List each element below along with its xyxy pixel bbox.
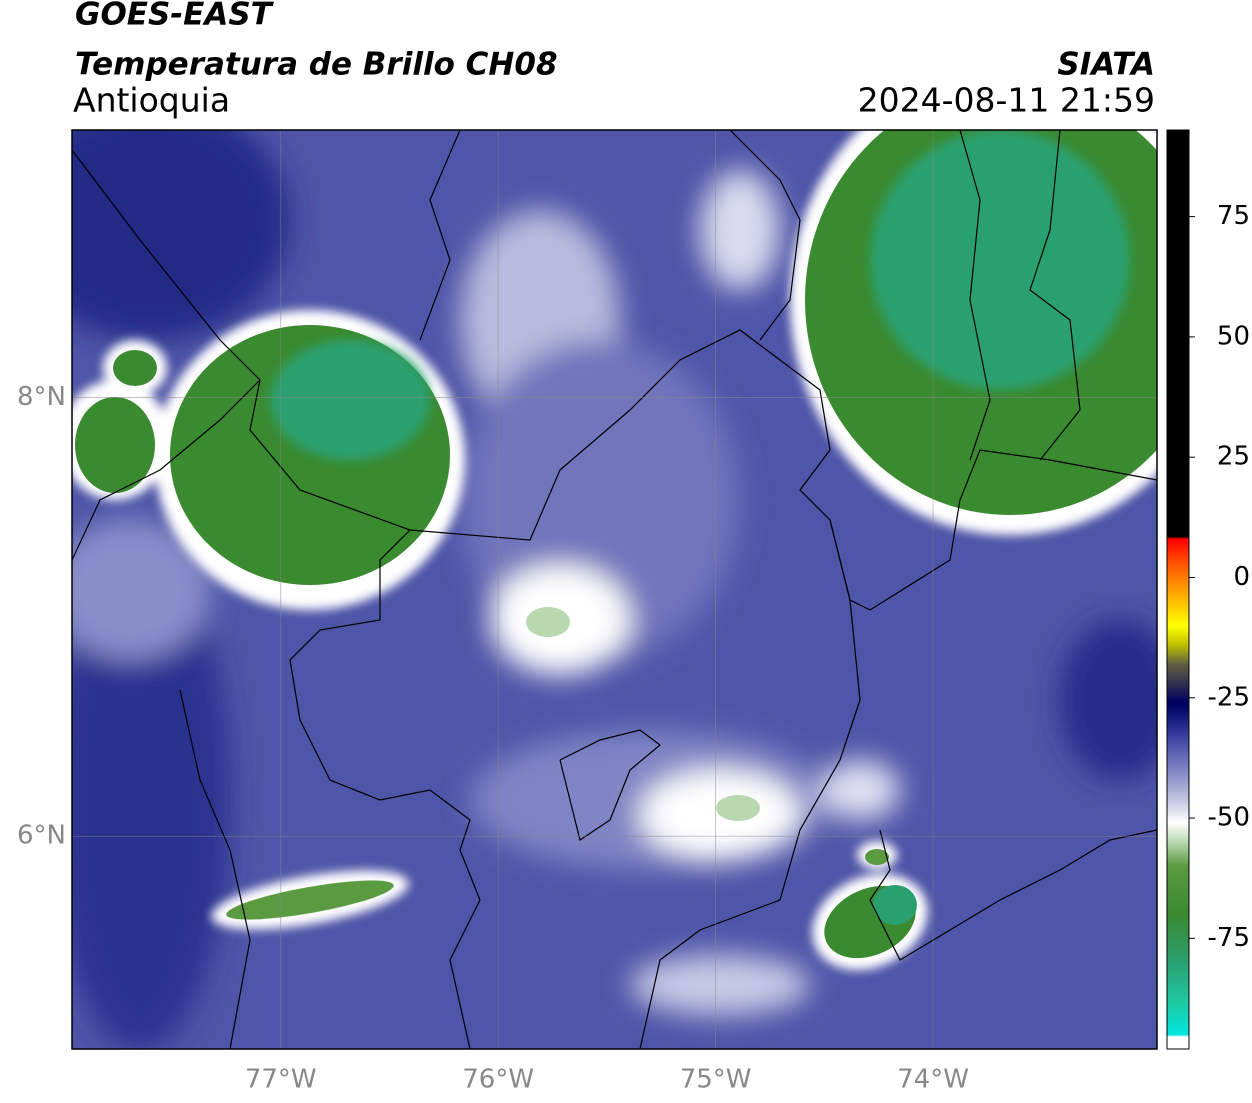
colorbar-tick-label: 75 [1217,201,1250,231]
colorbar-tick-label: -25 [1208,682,1250,712]
product: Temperatura de Brillo CH08 [75,47,558,83]
x-tick-label: 77°W [245,1065,317,1095]
source: SIATA [1057,47,1155,83]
colorbar-tick-label: -50 [1208,803,1250,833]
colorbar-tick-label: 50 [1217,321,1250,351]
datetime: 2024-08-11 21:59 [858,81,1155,120]
x-tick-label: 75°W [680,1065,752,1095]
colorbar-tick-label: 25 [1217,442,1250,472]
region: Antioquia [73,81,230,120]
map-frame [71,129,1158,1050]
satellite: GOES-EAST [75,0,275,33]
map-field [72,130,1157,1049]
y-tick-label: 8°N [17,382,66,412]
grid [72,130,1157,1049]
x-tick-label: 74°W [897,1065,969,1095]
colorbar [1166,129,1190,1050]
colorbar-tick-label: 0 [1233,562,1250,592]
borders [72,130,1157,1049]
y-tick-label: 6°N [17,821,66,851]
x-tick-label: 76°W [462,1065,534,1095]
colorbar-tick-label: -75 [1208,923,1250,953]
